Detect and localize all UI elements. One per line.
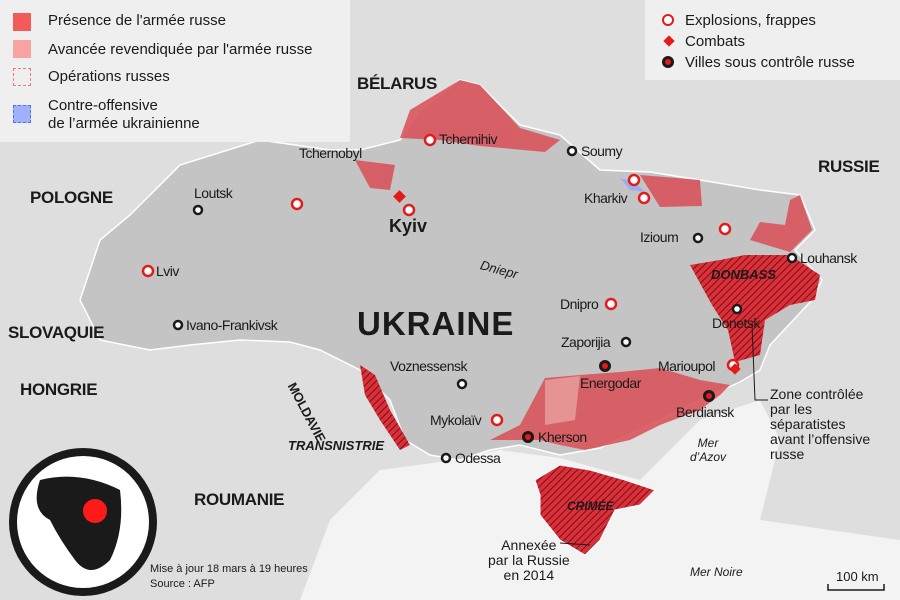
leader-line [751,324,768,401]
legend-markers: Explosions, frappes Combats Villes sous … [645,0,900,80]
globe-locator [9,448,157,596]
annotation-line: russe [770,446,805,462]
city-label: Mykolaïv [430,412,482,428]
country-label: BÉLARUS [357,74,438,93]
claimed-advance-area [545,376,580,425]
country-label: POLOGNE [30,188,113,207]
counteroffensive-swatch [13,105,31,123]
city-label: Lviv [156,263,179,279]
annotation-line: par la Russie [488,552,570,568]
crimea-territory [534,464,656,556]
city-label: Tchernihiv [439,131,498,147]
annotation-line: Zone contrôlée [770,386,864,402]
city-label: Donetsk [712,315,760,331]
scale-label: 100 km [836,569,879,584]
legend-label: Combats [685,33,746,50]
country-label: RUSSIE [818,157,880,176]
legend-label: Explosions, frappes [685,12,816,29]
annotation-line: Annexée [501,537,557,553]
update-note: Mise à jour 18 mars à 19 heures [150,563,308,575]
region-label: DONBASS [711,267,777,282]
separatist-zone-annotation: Zone contrôlée par les séparatistes avan… [770,387,870,462]
legend-label: Villes sous contrôle russe [685,54,855,71]
source-note: Source : AFP [150,578,215,590]
operations-swatch [13,68,31,86]
legend-label: Présence de l'armée russe [48,12,226,29]
city-label: Kherson [538,429,587,445]
city-label: Berdiansk [676,404,734,420]
leader-line [559,542,591,546]
advance-swatch [13,40,31,58]
annotation-line: séparatistes [770,416,846,432]
legend-label: de l’armée ukrainienne [48,115,200,132]
crimea-annotation: Annexée par la Russie en 2014 [488,538,570,583]
city-label: Tchernobyl [299,145,362,161]
footer: Mise à jour 18 mars à 19 heures Source :… [150,562,308,592]
legend-label: Opérations russes [48,68,170,85]
city-label: Ivano-Frankivsk [186,317,278,333]
annotation-line: par les [770,401,813,417]
donbass-separatist-zone [690,255,820,362]
city-label: Kharkiv [584,190,628,206]
city-label: Odessa [455,450,501,466]
explosion-icon [662,14,674,26]
city-label: Loutsk [194,185,233,201]
scale-bar [827,584,885,591]
country-label: SLOVAQUIE [8,323,105,342]
city-label: Voznessensk [390,358,468,374]
city-label: Marioupol [658,358,715,374]
country-label-ukraine: UKRAINE [357,305,515,342]
city-label-capital: Kyiv [389,216,428,236]
city-label: Zaporijia [561,334,611,350]
sea-label: Mer Noire [690,565,743,579]
legend-label: Avancée revendiquée par l'armée russe [48,41,313,58]
city-label: Dnipro [560,296,599,312]
city-label: Izioum [640,229,679,245]
city-label: Soumy [581,143,623,159]
annotation-line: en 2014 [503,567,555,583]
city-markers [141,133,798,464]
annotation-line: avant l’offensive [770,431,871,447]
country-label: HONGRIE [20,380,98,399]
legend-areas: Présence de l'armée russe Avancée revend… [0,0,350,142]
region-label: CRIMÉE [567,499,614,513]
transnistria-zone [360,365,410,450]
city-label: Louhansk [800,250,857,266]
presence-swatch [13,13,31,31]
region-label: TRANSNISTRIE [288,438,385,453]
sea-label: Mer d’Azov [690,436,727,464]
legend-label: Contre-offensive [48,97,158,114]
country-label: ROUMANIE [194,490,285,509]
city-label: Energodar [580,375,641,391]
combat-icon [663,35,675,47]
russian-controlled-city-icon [662,56,674,68]
